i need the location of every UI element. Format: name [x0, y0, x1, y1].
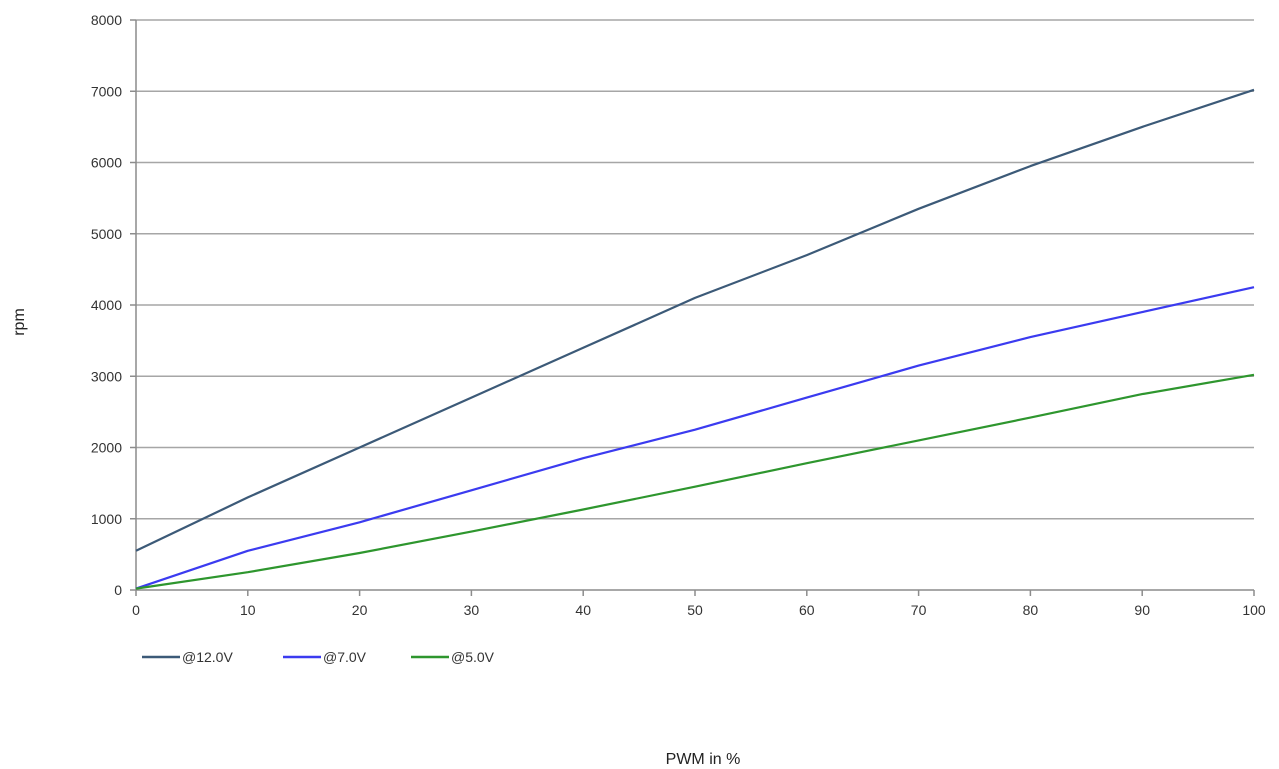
- x-tick-label-5: 50: [687, 602, 703, 618]
- y-tick-label-7: 7000: [91, 83, 122, 99]
- y-axis-label: rpm: [11, 308, 28, 336]
- x-tick-label-10: 100: [1242, 602, 1266, 618]
- x-tick-label-6: 60: [799, 602, 815, 618]
- x-tick-label-8: 80: [1023, 602, 1039, 618]
- x-tick-label-2: 20: [352, 602, 368, 618]
- legend-label-0: @12.0V: [182, 649, 233, 665]
- series-line-0: [135, 88, 1255, 552]
- y-tick-label-2: 2000: [91, 440, 122, 456]
- y-tick-label-5: 5000: [91, 226, 122, 242]
- axes: [130, 19, 1255, 596]
- x-tick-label-4: 40: [575, 602, 591, 618]
- y-tick-labels: 0 1000 2000 3000 4000 5000 6000 7000 8000: [91, 12, 122, 598]
- series-line-2: [135, 373, 1255, 590]
- legend-label-1: @7.0V: [323, 649, 367, 665]
- y-tick-label-0: 0: [114, 582, 122, 598]
- y-tick-label-8: 8000: [91, 12, 122, 28]
- x-tick-label-0: 0: [132, 602, 140, 618]
- y-tick-label-3: 3000: [91, 368, 122, 384]
- x-tick-label-7: 70: [911, 602, 927, 618]
- series-line-1: [135, 286, 1255, 590]
- x-tick-label-3: 30: [464, 602, 480, 618]
- series-lines: [135, 88, 1255, 590]
- x-tick-label-1: 10: [240, 602, 256, 618]
- grid-lines: [136, 19, 1254, 520]
- y-tick-label-6: 6000: [91, 155, 122, 171]
- y-tick-label-4: 4000: [91, 297, 122, 313]
- x-tick-label-9: 90: [1134, 602, 1150, 618]
- legend-label-2: @5.0V: [451, 649, 495, 665]
- x-axis-label: PWM in %: [666, 751, 741, 768]
- x-tick-labels: 0 10 20 30 40 50 60 70 80 90 100: [132, 602, 1266, 618]
- y-tick-label-1: 1000: [91, 511, 122, 527]
- legend: @12.0V @7.0V @5.0V: [142, 649, 495, 665]
